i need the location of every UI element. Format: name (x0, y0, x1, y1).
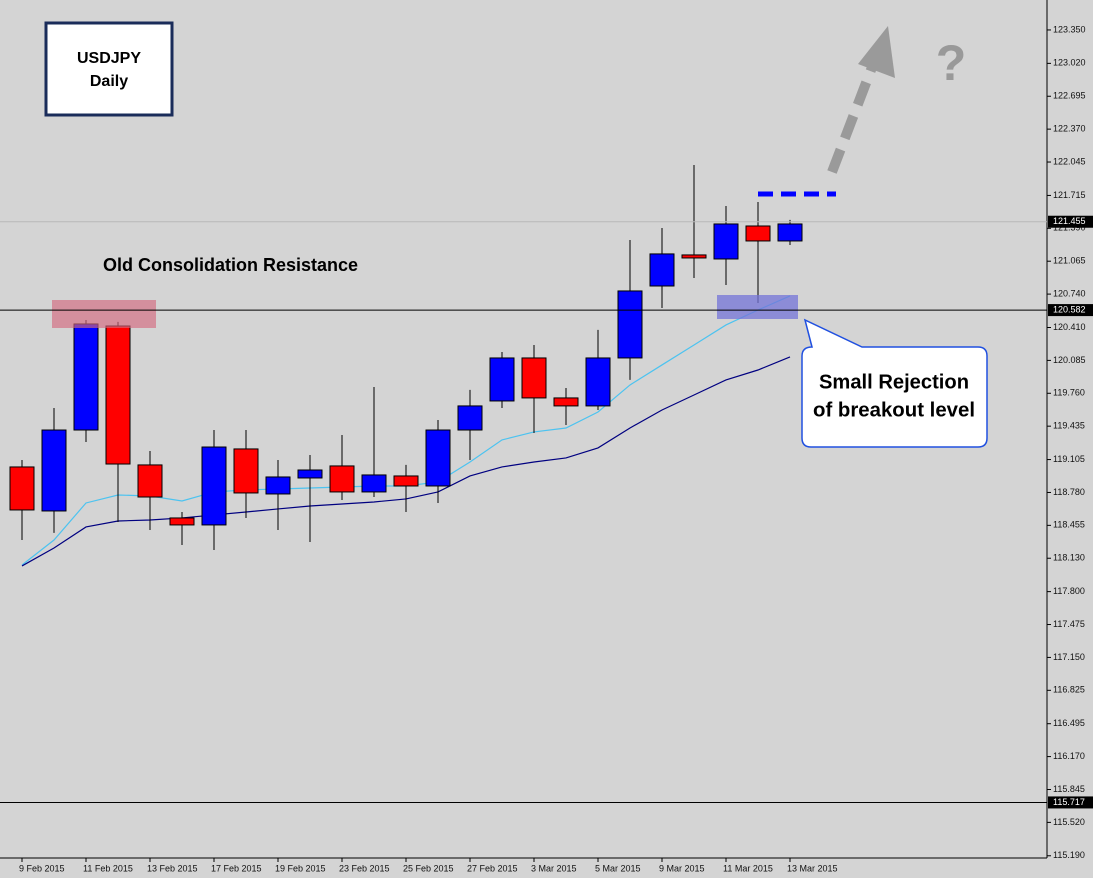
candle-body (489, 357, 515, 402)
x-tick-label: 27 Feb 2015 (467, 863, 518, 873)
y-tick-label: 121.715 (1053, 190, 1086, 200)
candle-body (649, 253, 675, 287)
y-tick-label: 117.800 (1053, 586, 1085, 596)
y-tick-label: 120.410 (1053, 322, 1086, 332)
projection-arrow (827, 60, 879, 174)
y-tick-label: 119.760 (1053, 388, 1085, 398)
callout (801, 318, 988, 448)
price-level-label: 121.455 (1053, 216, 1086, 226)
candle-body (393, 475, 419, 487)
rejection-zone (717, 295, 798, 319)
candle-body (585, 357, 611, 407)
candle-body (265, 476, 291, 495)
candle-body (777, 223, 803, 242)
x-tick-label: 13 Feb 2015 (147, 863, 198, 873)
candle-body (681, 254, 707, 259)
badge-timeframe: Daily (90, 73, 128, 90)
y-tick-label: 118.780 (1053, 487, 1085, 497)
y-tick-label: 119.435 (1053, 421, 1085, 431)
candle-body (169, 517, 195, 526)
callout-line: of breakout level (813, 399, 975, 421)
y-tick-label: 116.825 (1053, 685, 1085, 695)
price-level-label: 120.582 (1053, 304, 1086, 314)
candle-body (201, 446, 227, 526)
candle-body (713, 223, 739, 260)
x-tick-label: 9 Mar 2015 (659, 863, 705, 873)
price-level-label: 115.717 (1053, 797, 1085, 807)
x-tick-label: 11 Mar 2015 (723, 863, 773, 873)
y-tick-label: 117.150 (1053, 652, 1085, 662)
y-tick-label: 116.495 (1053, 718, 1085, 728)
question-mark: ? (936, 35, 967, 91)
candle-body (73, 323, 99, 431)
x-tick-label: 5 Mar 2015 (595, 863, 641, 873)
candle-body (457, 405, 483, 431)
resistance-label: Old Consolidation Resistance (103, 255, 358, 275)
x-tick-label: 17 Feb 2015 (211, 863, 262, 873)
y-tick-label: 115.190 (1053, 850, 1085, 860)
candle-body (233, 448, 259, 494)
candle-body (521, 357, 547, 399)
y-tick-label: 123.350 (1053, 24, 1086, 34)
y-tick-label: 118.455 (1053, 520, 1085, 530)
y-tick-label: 120.740 (1053, 288, 1086, 298)
candle-body (9, 466, 35, 511)
candle-body (745, 225, 771, 242)
candle-body (361, 474, 387, 493)
candle-body (297, 469, 323, 479)
y-tick-label: 115.845 (1053, 784, 1085, 794)
x-tick-label: 19 Feb 2015 (275, 863, 326, 873)
price-level-box (1048, 215, 1093, 228)
price-level-box (1048, 304, 1093, 317)
projection-arrow-head (858, 26, 895, 78)
y-tick-label: 123.020 (1053, 58, 1086, 68)
candle-body (617, 290, 643, 359)
price-level-box (1048, 796, 1093, 809)
y-tick-label: 115.520 (1053, 817, 1085, 827)
candle-body (425, 429, 451, 487)
candle-body (329, 465, 355, 493)
badge-symbol: USDJPY (77, 50, 141, 67)
y-tick-label: 117.475 (1053, 619, 1085, 629)
y-tick-label: 122.370 (1053, 124, 1086, 134)
x-tick-label: 13 Mar 2015 (787, 863, 838, 873)
candle-body (137, 464, 163, 498)
marks (9, 164, 803, 567)
candle-body (105, 325, 131, 465)
candle-body (41, 429, 67, 512)
y-tick-label: 120.085 (1053, 355, 1086, 365)
y-tick-label: 122.045 (1053, 156, 1086, 166)
x-tick-label: 23 Feb 2015 (339, 863, 390, 873)
y-tick-label: 122.695 (1053, 91, 1086, 101)
badge (44, 21, 174, 117)
x-tick-label: 11 Feb 2015 (83, 863, 133, 873)
y-tick-label: 116.170 (1053, 751, 1085, 761)
x-tick-label: 9 Feb 2015 (19, 863, 65, 873)
callout-line: Small Rejection (819, 371, 969, 393)
candle-body (553, 397, 579, 407)
y-tick-label: 121.065 (1053, 256, 1086, 266)
x-tick-label: 3 Mar 2015 (531, 863, 577, 873)
x-tick-label: 25 Feb 2015 (403, 863, 454, 873)
resistance-zone (52, 300, 156, 328)
y-tick-label: 119.105 (1053, 454, 1085, 464)
y-tick-label: 118.130 (1053, 553, 1085, 563)
